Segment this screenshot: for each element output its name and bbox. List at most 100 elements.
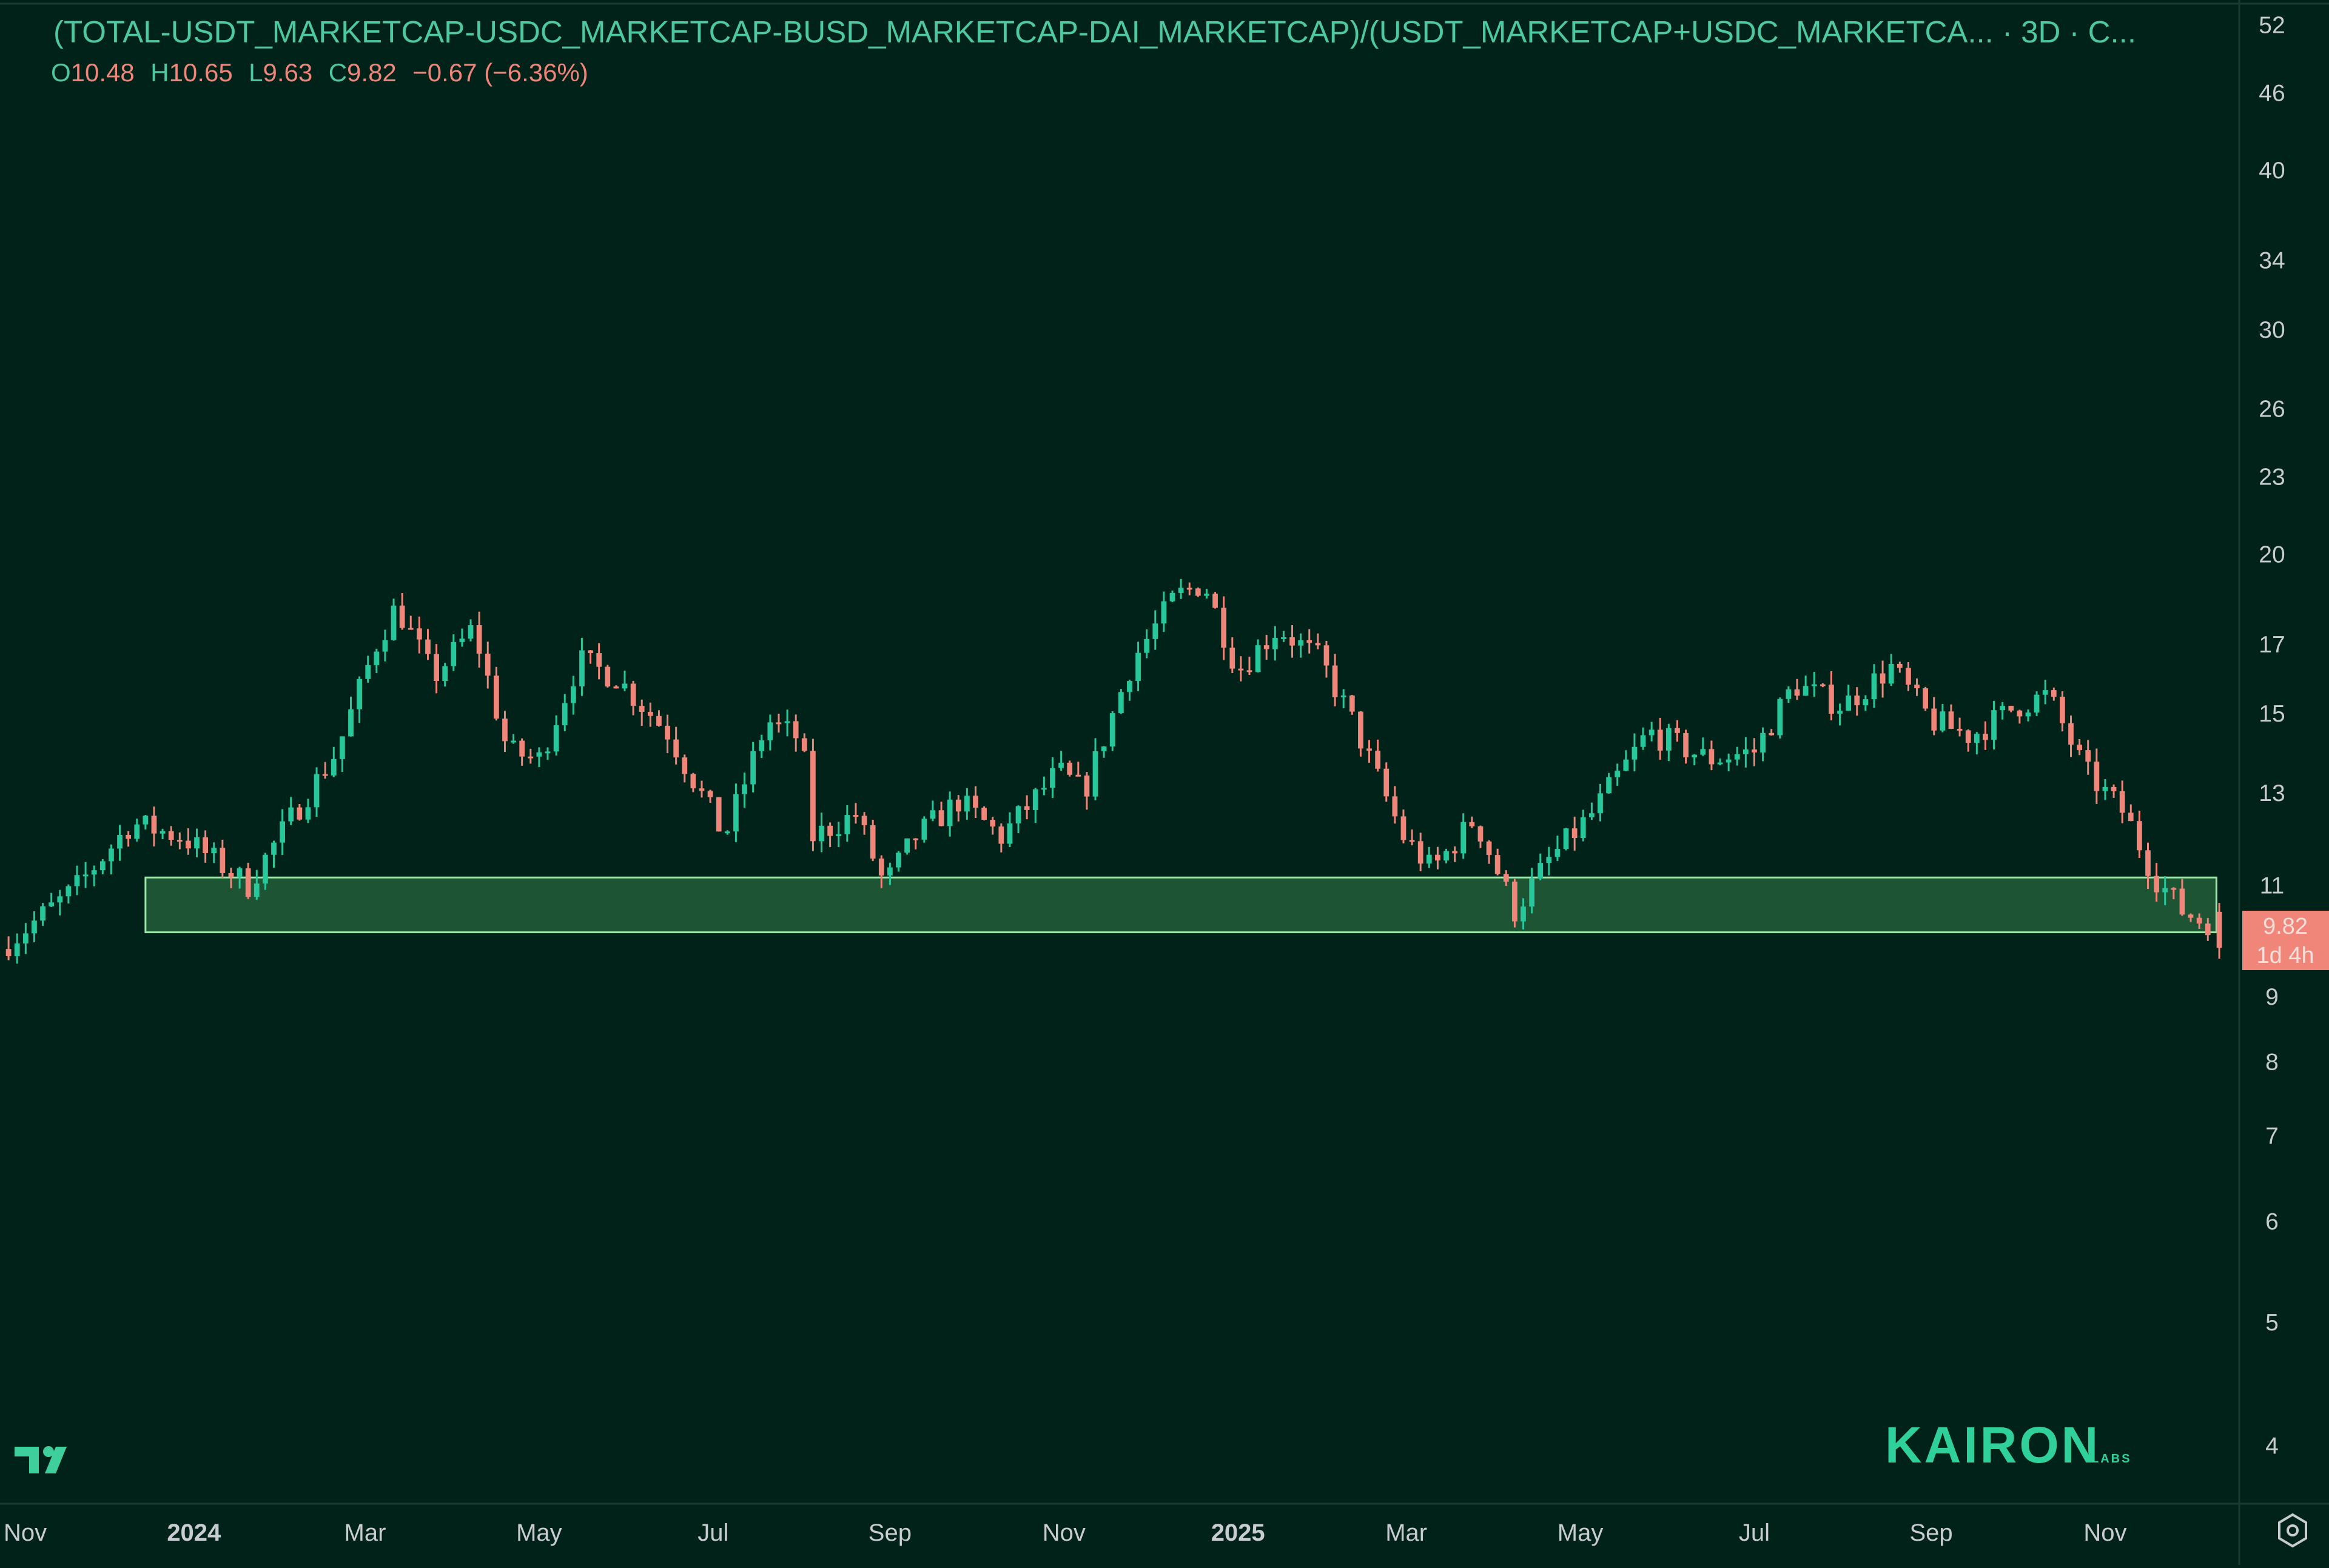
candle-down [1503, 874, 1509, 882]
candle-down [220, 848, 226, 873]
candle-down [1332, 665, 1338, 697]
candle-up [1032, 789, 1038, 810]
candle-down [1571, 828, 1578, 839]
candle-down [2145, 850, 2151, 876]
ohlc-readout: O10.48 H10.65 L9.63 C9.82 −0.67 (−6.36%) [51, 58, 588, 87]
candle-up [1118, 692, 1124, 714]
candle-up [1648, 729, 1655, 735]
candle-up [964, 796, 970, 812]
tradingview-logo-icon[interactable] [15, 1446, 67, 1473]
candle-down [801, 738, 807, 751]
ohlc-high-label: H [150, 58, 169, 87]
candle-up [536, 752, 542, 757]
candle-up [570, 686, 576, 703]
candle-down [1469, 822, 1475, 826]
y-tick-label: 5 [2265, 1310, 2279, 1336]
candle-down [1675, 728, 1680, 733]
candle-up [305, 807, 311, 820]
candle-down [913, 838, 919, 840]
candle-down [1435, 854, 1440, 861]
candle-down [776, 722, 782, 725]
y-tick-label: 46 [2259, 80, 2285, 106]
candle-up [724, 831, 730, 834]
candle-up [1580, 817, 1586, 839]
candle-up [74, 875, 80, 886]
candle-up [1443, 851, 1449, 861]
candle-down [2196, 917, 2202, 924]
candle-down [297, 807, 303, 820]
candle-down [416, 628, 422, 640]
candle-up [271, 842, 277, 855]
support-zone-rect[interactable] [144, 876, 2217, 934]
candle-up [263, 854, 268, 884]
y-tick-label: 17 [2259, 632, 2285, 658]
candle-up [57, 896, 63, 903]
candle-down [1358, 711, 1363, 749]
candle-current [2216, 911, 2222, 948]
candle-up [1640, 735, 1646, 747]
candle-up [844, 815, 850, 834]
candle-down [793, 721, 799, 739]
candle-up [22, 933, 29, 943]
settings-gear-icon[interactable] [2278, 1513, 2307, 1548]
candle-up [134, 824, 140, 839]
candle-down [1392, 796, 1398, 817]
time-axis[interactable]: Nov 2024 Mar May Jul Sep Nov 2025 Mar May Jul Sep No… [4, 1519, 2127, 1546]
candle-up [1692, 754, 1698, 758]
candle-up [1803, 686, 1809, 696]
candle-up [1811, 684, 1817, 686]
candle-up [280, 821, 285, 843]
candle-down [245, 868, 251, 897]
candle-down [998, 826, 1004, 844]
candle-down [2008, 706, 2014, 711]
candle-down [1948, 711, 1954, 729]
x-tick-label: Nov [4, 1519, 47, 1546]
candle-up [40, 906, 45, 921]
candle-up [759, 740, 765, 751]
candle-down [639, 706, 645, 712]
candle-down [519, 740, 525, 757]
candle-down [1752, 749, 1757, 752]
candle-down [1486, 841, 1492, 856]
candle-down [1075, 774, 1081, 777]
ohlc-low-value: 9.63 [263, 58, 313, 87]
chart-title[interactable]: (TOTAL-USDT_MARKETCAP-USDC_MARKETCAP-BUS… [53, 15, 2136, 49]
candle-down [1186, 588, 1192, 590]
candle-up [211, 848, 217, 853]
candle-down [1897, 663, 1903, 668]
candle-up [1863, 699, 1869, 706]
candle-down [2111, 786, 2117, 791]
candle-up [1888, 663, 1894, 684]
candle-down [493, 675, 499, 719]
x-tick-label: Sep [1909, 1519, 1952, 1546]
candle-down [1212, 594, 1218, 608]
candle-up [887, 867, 893, 876]
candle-down [5, 949, 12, 957]
candle-up [767, 722, 773, 741]
candle-up [904, 838, 910, 853]
candle-up [391, 605, 397, 640]
candle-down [1923, 688, 1929, 709]
candle-up [451, 642, 457, 666]
candle-down [955, 799, 961, 812]
y-tick-label: 15 [2259, 701, 2285, 727]
candle-up [1846, 695, 1852, 711]
candle-up [382, 640, 388, 652]
brand-watermark: KAIRON LABS [1885, 1416, 2129, 1473]
candle-up [819, 825, 824, 842]
candle-up [1665, 728, 1672, 751]
candle-up [2102, 786, 2108, 791]
price-axis[interactable]: 52 46 40 34 30 26 23 20 17 15 13 11 9 8 7 6 5 4 [2259, 12, 2285, 1459]
x-tick-label: Mar [1385, 1519, 1427, 1546]
y-tick-label: 11 [2260, 873, 2285, 899]
support-zone[interactable] [144, 876, 2217, 934]
candle-up [82, 874, 89, 877]
candle-down [861, 816, 867, 825]
candle-up [314, 774, 320, 808]
candle-down [2137, 821, 2142, 851]
x-tick-label: Jul [1739, 1519, 1770, 1546]
candle-down [853, 815, 859, 817]
y-tick-label: 8 [2265, 1050, 2279, 1076]
